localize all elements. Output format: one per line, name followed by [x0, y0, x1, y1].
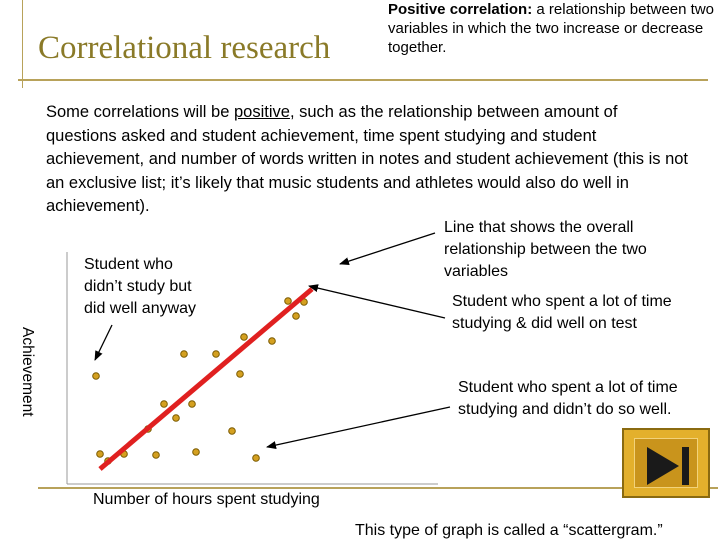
scatter-point [92, 372, 100, 380]
left-accent-rule [22, 0, 23, 88]
annotation-study-poor: Student who spent a lot of time studying… [458, 379, 678, 418]
slide-title: Correlational research [38, 30, 331, 66]
scatter-point [120, 450, 128, 458]
definition-text: a relationship between two variables in … [388, 1, 714, 56]
scatter-point [240, 333, 248, 341]
next-track-icon [647, 447, 689, 485]
scatter-point [268, 337, 276, 345]
scatter-point [228, 427, 236, 435]
arrow-study-well [308, 284, 446, 319]
annotation-no-study: Student who didn’t study but did well an… [84, 256, 197, 317]
scatter-point [172, 414, 180, 422]
arrow-study-poor [266, 406, 451, 449]
scatter-point [96, 450, 104, 458]
scatter-point [152, 451, 160, 459]
y-axis-label: Achievement [19, 327, 36, 417]
caption: This type of graph is called a “scatterg… [355, 522, 663, 539]
scatter-point [160, 400, 168, 408]
bottom-rule [38, 487, 718, 489]
next-button[interactable] [622, 428, 710, 498]
scatter-point [284, 297, 292, 305]
body-underlined: positive [234, 103, 290, 121]
scatter-point [180, 350, 188, 358]
scatter-point [192, 448, 200, 456]
definition-box: Positive correlation: a relationship bet… [388, 0, 720, 57]
arrow-trend [339, 232, 436, 266]
arrow-no-study [94, 324, 113, 361]
scatter-point [236, 370, 244, 378]
scatter-point [292, 312, 300, 320]
annotation-trend-line: Line that shows the overall relationship… [444, 219, 647, 280]
next-button-face[interactable] [634, 438, 698, 488]
scatter-point [252, 454, 260, 462]
body-pre: Some correlations will be [46, 103, 234, 121]
title-rule [18, 79, 708, 81]
scatter-point [104, 457, 112, 465]
scatter-point [300, 298, 308, 306]
body-post: , such as the relationship between amoun… [46, 103, 689, 215]
body-paragraph: Some correlations will be positive, such… [46, 101, 691, 219]
scatter-point [188, 400, 196, 408]
x-axis-label: Number of hours spent studying [93, 491, 320, 508]
definition-term: Positive correlation: [388, 1, 533, 18]
annotation-study-well: Student who spent a lot of time studying… [452, 293, 672, 332]
scatter-point [144, 425, 152, 433]
scatter-point [212, 350, 220, 358]
